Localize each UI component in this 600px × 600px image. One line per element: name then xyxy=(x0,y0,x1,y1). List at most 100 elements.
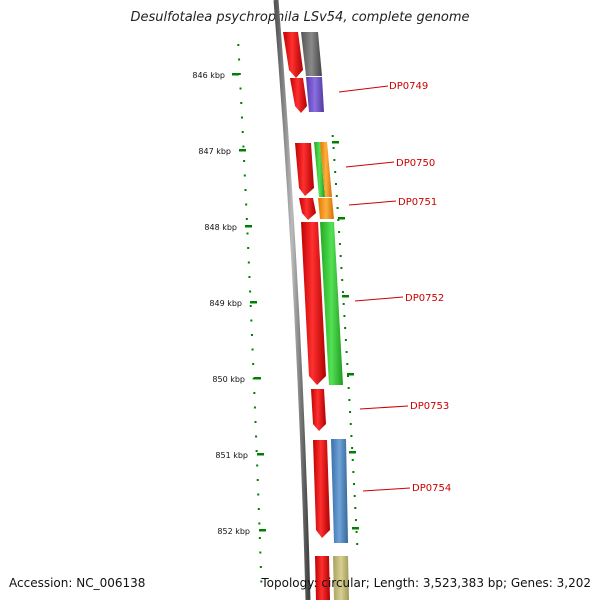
gene-arrow-forward[interactable] xyxy=(290,78,307,113)
tick-dot xyxy=(257,493,260,496)
tick-dot xyxy=(335,195,338,197)
gene-label-DP0750[interactable]: DP0750 xyxy=(396,158,435,169)
tick-dot xyxy=(251,348,254,351)
tick-dot xyxy=(259,566,262,568)
gene-block-khaki[interactable] xyxy=(333,556,349,600)
gene-DP0754[interactable] xyxy=(331,439,348,543)
tick-dot xyxy=(249,290,252,293)
tick-dot xyxy=(249,305,252,307)
tick-dot xyxy=(337,219,340,221)
tick-dot xyxy=(252,363,255,365)
gene-features[interactable] xyxy=(283,32,349,600)
tick-dot xyxy=(333,159,336,161)
tick-dot xyxy=(257,508,260,510)
genome-title: Desulfotalea psychrophila LSv54, complet… xyxy=(130,10,470,25)
tick-dot xyxy=(256,464,259,467)
ruler-major-tick xyxy=(259,529,266,532)
gene-arrow-forward[interactable] xyxy=(313,440,330,538)
tick-dot xyxy=(348,399,351,401)
tick-dot xyxy=(258,537,261,539)
tick-dot xyxy=(351,459,354,461)
gene-label-DP0751[interactable]: DP0751 xyxy=(398,197,437,208)
tick-dot xyxy=(247,261,250,264)
outer-tick-dash xyxy=(332,141,339,144)
gene-DP0750[interactable] xyxy=(320,142,332,197)
gene-arrow-forward[interactable] xyxy=(295,143,314,196)
outer-tick-dash xyxy=(347,373,354,376)
accession-text: Accession: NC_006138 xyxy=(9,576,146,590)
gene-arrow-forward[interactable] xyxy=(283,32,303,78)
tick-dot xyxy=(254,421,257,423)
ruler-major-tick xyxy=(250,301,257,304)
tick-dot xyxy=(350,435,353,437)
tick-dot xyxy=(259,551,262,554)
tick-dot xyxy=(241,131,244,133)
ruler-major-tick xyxy=(239,149,246,152)
gene-arrow-forward[interactable] xyxy=(299,198,316,220)
ruler-label: 846 kbp xyxy=(192,71,225,80)
tick-dot xyxy=(353,495,356,497)
tick-dot xyxy=(255,450,258,452)
tick-dot xyxy=(334,183,337,185)
tick-dot xyxy=(238,58,241,61)
tick-dot xyxy=(347,387,350,389)
gene-label-DP0754[interactable]: DP0754 xyxy=(412,483,451,494)
gene-DP0750-green[interactable] xyxy=(314,142,325,197)
tick-dot xyxy=(250,334,253,336)
tick-dot xyxy=(342,303,345,305)
outer-tick-dash xyxy=(352,527,359,530)
tick-dot xyxy=(355,531,358,533)
tick-dot xyxy=(247,247,250,249)
ruler-major-tick xyxy=(257,453,264,456)
gene-labels[interactable]: DP0749 DP0750 DP0751 DP0752 DP0753 DP075… xyxy=(389,81,451,494)
tick-dots-outer xyxy=(331,135,359,545)
tick-dot xyxy=(243,174,246,177)
gene-label-DP0749[interactable]: DP0749 xyxy=(389,81,428,92)
gene-pointer-line xyxy=(348,200,397,206)
gene-DP0749[interactable] xyxy=(306,77,324,112)
tick-dot xyxy=(353,483,356,485)
tick-dot xyxy=(253,406,256,409)
outer-tick-dash xyxy=(342,295,349,298)
gene-arrow-forward[interactable] xyxy=(301,222,326,385)
tick-dot xyxy=(351,447,354,449)
tick-dot xyxy=(336,207,339,209)
tick-dot xyxy=(240,116,243,119)
tick-dot xyxy=(239,87,242,90)
ruler-label: 851 kbp xyxy=(215,451,248,460)
ruler-label: 848 kbp xyxy=(204,223,237,232)
tick-dot xyxy=(245,218,248,220)
ruler-major-tick xyxy=(254,377,261,380)
outer-tick-dash xyxy=(349,451,356,454)
tick-dot xyxy=(238,73,241,75)
gene-DP0752[interactable] xyxy=(320,222,343,385)
tick-dot xyxy=(258,522,261,525)
tick-dot xyxy=(343,315,346,317)
tick-dot xyxy=(349,423,352,425)
gene-pointer-line xyxy=(354,296,404,302)
gene-label-lines xyxy=(338,85,411,492)
tick-dot xyxy=(339,255,342,257)
tick-dot xyxy=(243,160,246,162)
tick-dot xyxy=(344,339,347,341)
ruler xyxy=(232,73,266,532)
gene-DP0753[interactable] xyxy=(311,389,326,431)
ruler-labels: 846 kbp 847 kbp 848 kbp 849 kbp 850 kbp … xyxy=(192,71,250,536)
tick-dot xyxy=(242,145,245,148)
tick-dot xyxy=(250,319,253,322)
tick-dot xyxy=(332,147,335,149)
tick-dot xyxy=(356,543,359,545)
gene-arrow-forward[interactable] xyxy=(315,556,330,600)
gene-label-DP0752[interactable]: DP0752 xyxy=(405,293,444,304)
tick-dot xyxy=(244,189,247,191)
tick-dot xyxy=(334,171,337,173)
tick-dot xyxy=(240,102,243,104)
ruler-major-tick xyxy=(245,225,252,228)
tick-dot xyxy=(346,363,349,365)
gene-DP0751[interactable] xyxy=(318,198,334,219)
gene-block-grey[interactable] xyxy=(301,32,322,76)
ruler-label: 850 kbp xyxy=(212,375,245,384)
tick-dot xyxy=(256,479,259,481)
gene-label-DP0753[interactable]: DP0753 xyxy=(410,401,449,412)
